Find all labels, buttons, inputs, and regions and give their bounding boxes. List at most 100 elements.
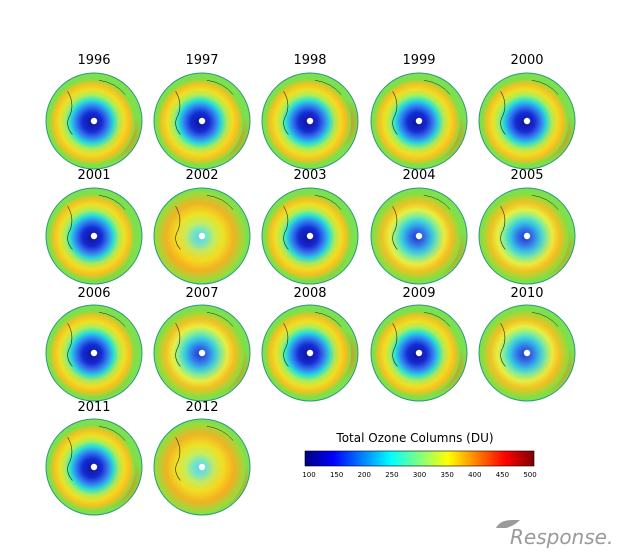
coastline <box>98 311 126 327</box>
year-label: 1997 <box>185 53 218 68</box>
coastline <box>98 425 126 441</box>
year-label: 2011 <box>77 400 110 415</box>
ozone-panel-2011: 2011 <box>45 400 143 516</box>
coastline <box>67 323 73 367</box>
ozone-panel-2009: 2009 <box>370 286 468 402</box>
coastline <box>500 91 506 135</box>
coastline <box>314 79 342 95</box>
year-label: 2003 <box>293 168 326 183</box>
south-pole-marker <box>523 232 531 240</box>
south-pole-marker <box>198 463 206 471</box>
globe-outline <box>45 72 143 170</box>
south-pole-marker <box>523 117 531 125</box>
year-label: 2010 <box>510 286 543 301</box>
coastline <box>98 79 126 95</box>
year-label: 2009 <box>402 286 435 301</box>
coastline <box>175 323 181 367</box>
globe-outline <box>370 72 468 170</box>
coastline <box>392 91 398 135</box>
colorbar-tick-label: 300 <box>413 471 426 479</box>
watermark-swoosh-icon <box>496 520 520 528</box>
south-pole-marker <box>523 349 531 357</box>
coastline <box>392 323 398 367</box>
year-label: 2012 <box>185 400 218 415</box>
year-label: 2001 <box>77 168 110 183</box>
coastline <box>531 194 559 210</box>
globe-outline <box>261 304 359 402</box>
globe-outline <box>45 187 143 285</box>
globe-outline <box>478 187 576 285</box>
ozone-panel-1998: 1998 <box>261 53 359 170</box>
coastline <box>283 323 289 367</box>
coastline <box>283 206 289 250</box>
year-label: 1996 <box>77 53 110 68</box>
south-pole-marker <box>306 117 314 125</box>
coastline <box>67 91 73 135</box>
ozone-panel-2002: 2002 <box>153 168 251 285</box>
south-pole-marker <box>415 232 423 240</box>
south-pole-marker <box>90 463 98 471</box>
colorbar-tick-label: 500 <box>523 471 536 479</box>
globe-outline <box>370 187 468 285</box>
year-label: 2000 <box>510 53 543 68</box>
globe-outline <box>45 418 143 516</box>
ozone-panel-2010: 2010 <box>478 286 576 402</box>
ozone-panel-2008: 2008 <box>261 286 359 402</box>
colorbar-tick-label: 400 <box>468 471 481 479</box>
colorbar-ticks: 100 150 200 250 300 350 400 450 500 <box>302 471 536 479</box>
colorbar-tick-label: 200 <box>358 471 371 479</box>
year-label: 1999 <box>402 53 435 68</box>
globe-outline <box>370 304 468 402</box>
globe-outline <box>261 187 359 285</box>
coastline <box>392 206 398 250</box>
south-pole-marker <box>415 349 423 357</box>
globe-outline <box>478 72 576 170</box>
south-pole-marker <box>415 117 423 125</box>
globe-outline <box>153 418 251 516</box>
watermark-logo: Response. <box>496 520 613 549</box>
colorbar-tick-label: 100 <box>302 471 315 479</box>
globe-outline <box>45 304 143 402</box>
coastline <box>206 79 234 95</box>
coastline <box>67 206 73 250</box>
year-label: 2008 <box>293 286 326 301</box>
globe-outline <box>153 187 251 285</box>
ozone-panel-2012: 2012 <box>153 400 251 516</box>
ozone-panel-1999: 1999 <box>370 53 468 170</box>
coastline <box>175 206 181 250</box>
coastline <box>423 194 451 210</box>
coastline <box>283 91 289 135</box>
ozone-panel-1997: 1997 <box>153 53 251 170</box>
coastline <box>500 206 506 250</box>
year-label: 2005 <box>510 168 543 183</box>
south-pole-marker <box>198 349 206 357</box>
south-pole-marker <box>198 232 206 240</box>
coastline <box>500 323 506 367</box>
coastline <box>531 311 559 327</box>
ozone-panel-2006: 2006 <box>45 286 143 402</box>
watermark-text: Response. <box>510 525 613 549</box>
south-pole-marker <box>306 232 314 240</box>
coastline <box>175 91 181 135</box>
ozone-panel-2004: 2004 <box>370 168 468 285</box>
colorbar-title: Total Ozone Columns (DU) <box>335 431 493 445</box>
coastline <box>175 437 181 481</box>
south-pole-marker <box>90 349 98 357</box>
coastline <box>206 194 234 210</box>
ozone-panel-2000: 2000 <box>478 53 576 170</box>
coastline <box>206 311 234 327</box>
globe-outline <box>478 304 576 402</box>
globe-outline <box>153 304 251 402</box>
colorbar-tick-label: 450 <box>496 471 509 479</box>
south-pole-marker <box>306 349 314 357</box>
ozone-panel-2001: 2001 <box>45 168 143 285</box>
south-pole-marker <box>198 117 206 125</box>
colorbar-tick-label: 150 <box>330 471 343 479</box>
colorbar: Total Ozone Columns (DU) 100 150 200 250 300… <box>302 431 536 479</box>
year-label: 2004 <box>402 168 435 183</box>
colorbar-gradient <box>304 450 535 467</box>
ozone-panel-2007: 2007 <box>153 286 251 402</box>
ozone-panel-2005: 2005 <box>478 168 576 285</box>
